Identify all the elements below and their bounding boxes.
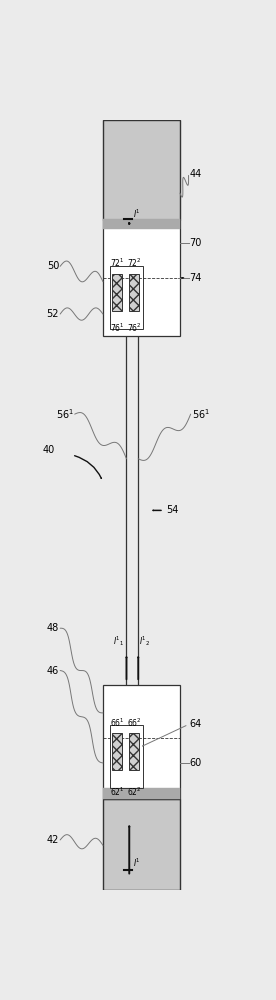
Bar [110,266,142,329]
Bar [129,274,139,311]
Bar [103,685,180,799]
Bar [112,274,122,311]
Bar [103,788,180,799]
Text: $66^2$: $66^2$ [127,717,141,729]
Bar [103,219,180,229]
Text: 70: 70 [190,238,202,248]
Text: $I^1$: $I^1$ [133,857,141,869]
Text: 44: 44 [190,169,202,179]
Text: $I^1{}_2$: $I^1{}_2$ [139,634,151,648]
Text: $76^2$: $76^2$ [127,322,141,334]
Text: $56^1$: $56^1$ [56,407,74,421]
Text: 40: 40 [43,445,55,455]
Text: $72^1$: $72^1$ [110,256,124,269]
Text: 60: 60 [190,758,202,768]
Text: 42: 42 [47,835,59,845]
Text: $76^1$: $76^1$ [110,322,124,334]
Text: 64: 64 [190,719,202,729]
Text: 52: 52 [47,309,59,319]
Text: $72^2$: $72^2$ [127,256,141,269]
Text: 48: 48 [47,623,59,633]
Text: 46: 46 [47,666,59,676]
Bar [112,733,122,770]
Text: 54: 54 [166,505,178,515]
Bar [103,220,180,336]
Bar [103,799,180,890]
Text: $62^1$: $62^1$ [110,785,124,798]
Text: $I^1$: $I^1$ [133,208,141,220]
Text: $66^1$: $66^1$ [110,717,124,729]
Bar [110,725,142,788]
Text: 50: 50 [47,261,59,271]
Text: $62^2$: $62^2$ [127,785,141,798]
Text: $I^1{}_1$: $I^1{}_1$ [113,634,125,648]
Bar [129,733,139,770]
Text: $56^1$: $56^1$ [192,407,210,421]
Bar [103,120,180,220]
Text: 74: 74 [190,273,202,283]
